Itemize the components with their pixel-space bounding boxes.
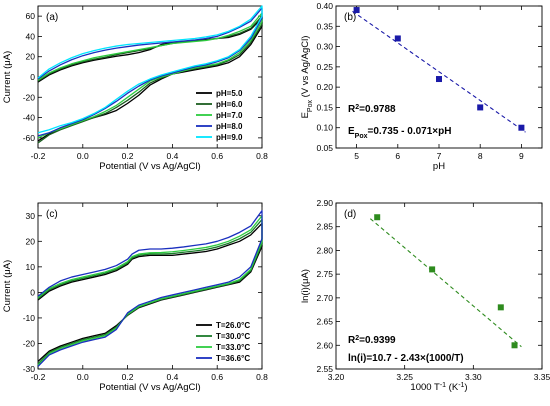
x-axis-label: Potential (V vs Ag/AgCl): [99, 161, 200, 172]
x-tick-label: 5: [354, 151, 359, 161]
x-tick-label: 0.8: [256, 372, 268, 382]
x-tick-label: 0.2: [122, 372, 134, 382]
legend-entry: T=36.6°C: [216, 354, 250, 363]
y-tick-label: -20: [23, 92, 36, 102]
x-axis-label: pH: [433, 161, 445, 172]
x-tick-label: -0.2: [31, 372, 46, 382]
y-tick-label: 2.55: [316, 364, 333, 374]
legend-entry: pH=5.0: [216, 89, 243, 98]
r-squared-annotation: R2=0.9788: [348, 104, 396, 116]
fit-line: [352, 10, 526, 133]
y-tick-label: 2.60: [316, 340, 333, 350]
y-axis-label: EPox (V vs Ag/AgCl): [300, 36, 314, 119]
x-tick-label: 0.0: [77, 372, 89, 382]
y-tick-label: 0: [30, 72, 35, 82]
y-tick-label: -40: [23, 113, 36, 123]
y-tick-label: 0: [30, 287, 35, 297]
x-tick-label: 3.25: [396, 372, 413, 382]
y-tick-label: -60: [23, 133, 36, 143]
x-tick-label: 3.35: [534, 372, 550, 382]
data-point: [518, 124, 525, 131]
x-tick-label: 0.4: [166, 372, 178, 382]
panel-label: (b): [344, 12, 356, 23]
panel-label: (c): [46, 209, 58, 220]
y-tick-label: 2.65: [316, 317, 333, 327]
x-tick-label: 8: [478, 151, 483, 161]
fit-equation-annotation: ln(i)=10.7 - 2.43×(1000/T): [348, 353, 464, 364]
legend-entry: T=30.0°C: [216, 332, 250, 341]
y-tick-label: -10: [23, 313, 36, 323]
y-axis-label: Current (μA): [2, 51, 13, 103]
data-point: [497, 304, 504, 311]
plot-frame: [37, 202, 263, 370]
x-tick-label: 0.4: [166, 151, 178, 161]
legend-entry: T=33.0°C: [216, 343, 250, 352]
y-axis-label: ln(i)(μA): [300, 269, 311, 303]
data-point: [394, 35, 401, 42]
legend-entry: pH=7.0: [216, 111, 243, 120]
y-tick-label: 2.85: [316, 222, 333, 232]
series-line-3: [37, 210, 263, 367]
y-tick-label: 40: [26, 31, 36, 41]
legend-entry: pH=6.0: [216, 100, 243, 109]
data-point: [374, 214, 381, 221]
x-tick-label: 0.6: [211, 372, 223, 382]
y-tick-label: 0.30: [316, 42, 333, 52]
y-tick-label: 30: [26, 211, 36, 221]
x-tick-label: 3.20: [328, 372, 345, 382]
x-tick-label: 9: [519, 151, 524, 161]
y-tick-label: 0.35: [316, 21, 333, 31]
y-tick-label: 0.40: [316, 1, 333, 11]
x-axis-label: 1000 T-1 (K-1): [410, 382, 467, 394]
y-tick-label: 0.15: [316, 102, 333, 112]
data-point: [477, 104, 484, 111]
plot-frame: [335, 202, 543, 370]
y-tick-label: 0.10: [316, 123, 333, 133]
x-tick-label: 0.8: [256, 151, 268, 161]
y-tick-label: 2.80: [316, 245, 333, 255]
y-tick-label: 20: [26, 236, 36, 246]
legend-entry: T=26.0°C: [216, 321, 250, 330]
chart-panel-0: -0.2 0.0 0.2 0.4 0.6 0.8 -60 -40 -20 0 20 40 60 (a) Po…: [2, 5, 268, 172]
y-tick-label: 0.05: [316, 143, 333, 153]
chart-panel-1: 5 6 7 8 9 0.05 0.10 0.15 0.20 0.25 0.30 0.35 0.40 (b)…: [300, 1, 543, 172]
y-tick-label: -20: [23, 338, 36, 348]
y-axis-label: Current (μA): [2, 260, 13, 312]
r-squared-annotation: R2=0.9399: [348, 335, 396, 347]
x-tick-label: 7: [437, 151, 442, 161]
x-tick-label: 0.6: [211, 151, 223, 161]
panel-label: (a): [46, 12, 58, 23]
y-tick-label: 10: [26, 262, 36, 272]
y-tick-label: 60: [26, 11, 36, 21]
x-tick-label: 3.30: [465, 372, 482, 382]
y-tick-label: 0.20: [316, 82, 333, 92]
x-axis-label: Potential (V vs Ag/AgCl): [99, 382, 200, 393]
data-point: [511, 342, 518, 349]
data-point: [353, 7, 360, 14]
legend-entry: pH=8.0: [216, 122, 243, 131]
series-line-4: [37, 5, 263, 134]
y-tick-label: -30: [23, 364, 36, 374]
y-tick-label: 2.90: [316, 198, 333, 208]
data-point: [429, 266, 436, 273]
fit-line: [369, 218, 522, 348]
x-tick-label: 6: [395, 151, 400, 161]
x-tick-label: -0.2: [31, 151, 46, 161]
chart-panel-3: 3.20 3.25 3.30 3.35 2.55 2.60 2.65 2.70 2.75 2.80…: [300, 198, 550, 393]
y-tick-label: 0.25: [316, 62, 333, 72]
legend-entry: pH=9.0: [216, 133, 243, 142]
y-tick-label: 2.75: [316, 269, 333, 279]
chart-panel-2: -0.2 0.0 0.2 0.4 0.6 0.8 -30 -20 -10 0 10 20 30 (c) Po…: [2, 202, 268, 393]
x-tick-label: 0.0: [77, 151, 89, 161]
y-tick-label: 20: [26, 52, 36, 62]
y-tick-label: 2.70: [316, 293, 333, 303]
data-point: [436, 76, 442, 83]
x-tick-label: 0.2: [122, 151, 134, 161]
fit-equation-annotation: EPox=0.735 - 0.071×pH: [348, 126, 451, 140]
panel-label: (d): [344, 209, 356, 220]
